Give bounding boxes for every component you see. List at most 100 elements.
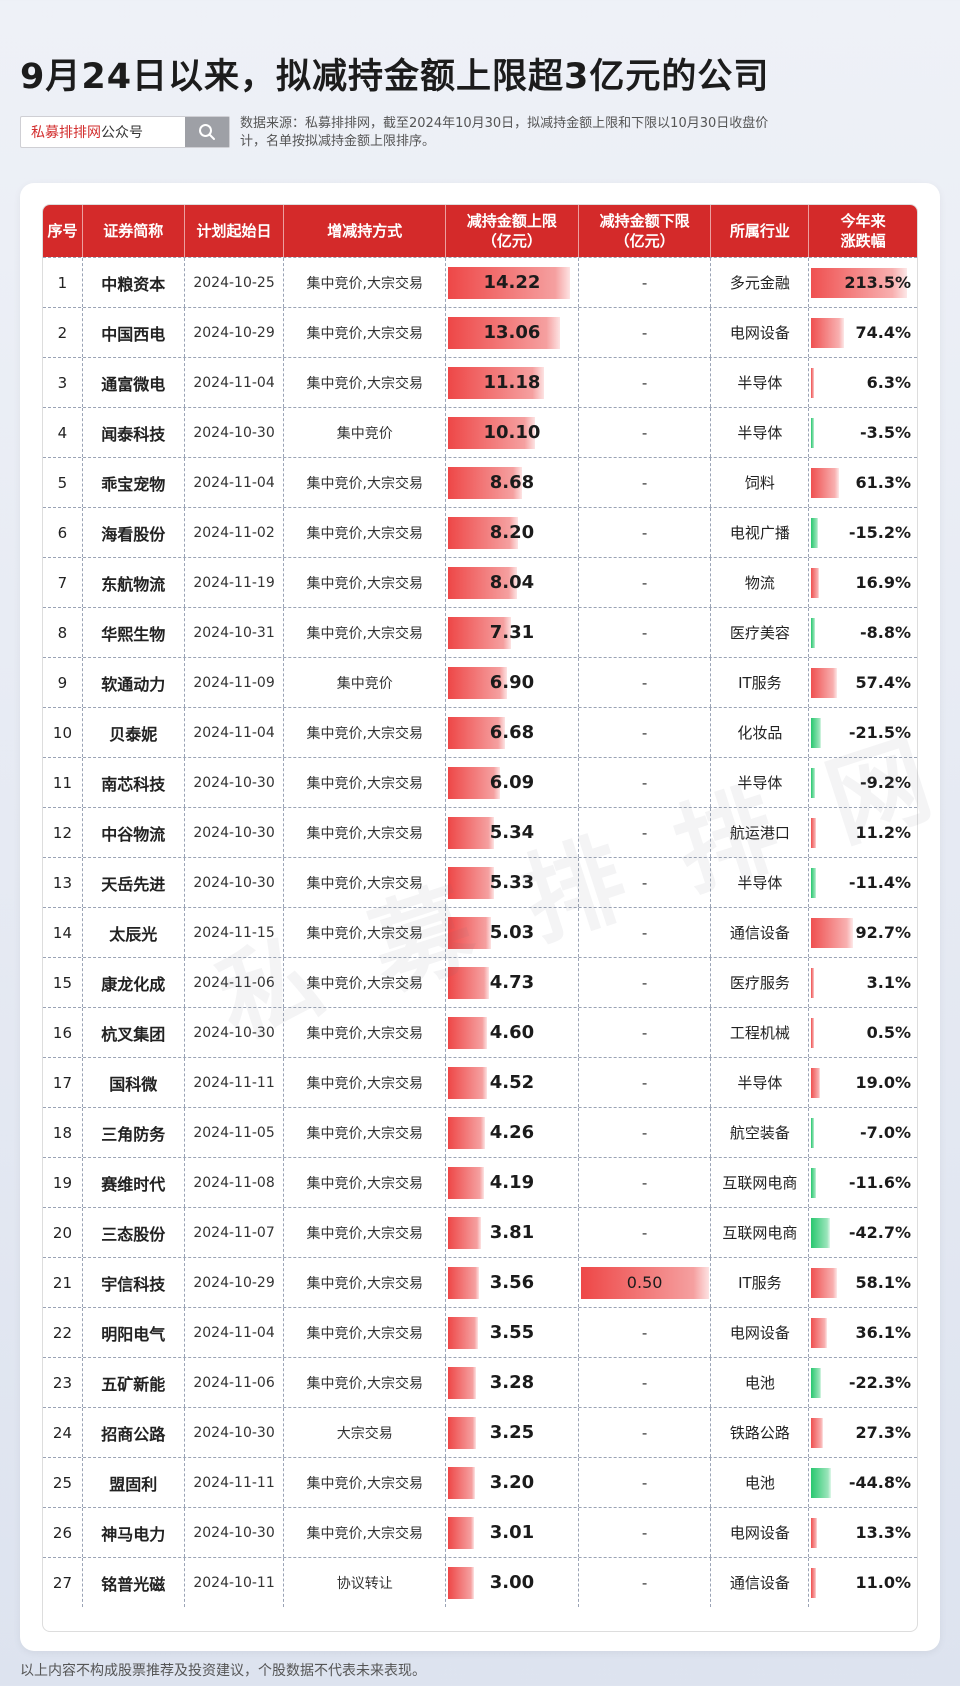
ytd-change-cell: 92.7% [809, 908, 917, 957]
ytd-change-value: 6.3% [866, 373, 911, 392]
industry: IT服务 [711, 658, 810, 707]
security-name: 明阳电气 [83, 1308, 185, 1357]
ytd-change-value: 27.3% [855, 1423, 911, 1442]
upper-amount-bar [448, 1317, 479, 1349]
upper-amount-value: 13.06 [483, 322, 541, 343]
lower-amount-value: - [641, 1023, 648, 1042]
upper-amount-bar [448, 1017, 488, 1049]
lower-amount-cell: - [579, 1558, 712, 1607]
ytd-change-bar [811, 1068, 821, 1098]
upper-amount-cell: 4.19 [446, 1158, 579, 1207]
table-card: 序号 证券简称 计划起始日 增减持方式 减持金额上限 （亿元） 减持金额下限 （… [20, 183, 940, 1651]
upper-amount-value: 6.68 [489, 722, 535, 743]
lower-amount-cell: - [579, 808, 712, 857]
upper-amount-cell: 3.81 [446, 1208, 579, 1257]
ytd-change-cell: 6.3% [809, 358, 917, 407]
row-number: 3 [43, 358, 83, 407]
industry: 半导体 [711, 758, 810, 807]
header-name: 证券简称 [83, 205, 185, 257]
ytd-change-value: -3.5% [859, 423, 911, 442]
upper-amount-bar [448, 1117, 486, 1149]
row-number: 9 [43, 658, 83, 707]
plan-start-date: 2024-10-30 [185, 808, 285, 857]
lower-amount-value: - [641, 273, 648, 292]
lower-amount-value: - [641, 873, 648, 892]
lower-amount-value: - [641, 923, 648, 942]
lower-amount-value: - [641, 623, 648, 642]
plan-start-date: 2024-11-05 [185, 1108, 285, 1157]
ytd-change-bar [811, 618, 816, 648]
plan-start-date: 2024-10-30 [185, 758, 285, 807]
industry: 电池 [711, 1458, 810, 1507]
table-row: 16 杭叉集团 2024-10-30 集中竞价,大宗交易 4.60 - 工程机械 0.5% [43, 1007, 917, 1057]
upper-amount-bar [448, 617, 512, 649]
upper-amount-cell: 3.25 [446, 1408, 579, 1457]
lower-amount-value: - [641, 773, 648, 792]
security-name: 三态股份 [83, 1208, 185, 1257]
row-number: 15 [43, 958, 83, 1007]
upper-amount-bar [448, 1567, 475, 1599]
lower-amount-bar [580, 1267, 709, 1299]
upper-amount-cell: 8.04 [446, 558, 579, 607]
ytd-change-bar [811, 468, 840, 498]
ytd-change-cell: -3.5% [809, 408, 917, 457]
row-number: 18 [43, 1108, 83, 1157]
ytd-change-value: -44.8% [848, 1473, 911, 1492]
ytd-change-bar [811, 1318, 828, 1348]
industry: 医疗美容 [711, 608, 810, 657]
row-number: 24 [43, 1408, 83, 1457]
ytd-change-value: 0.5% [866, 1023, 911, 1042]
search-button[interactable] [185, 117, 229, 147]
ytd-change-bar [811, 368, 815, 398]
lower-amount-value: - [641, 573, 648, 592]
table-row: 9 软通动力 2024-11-09 集中竞价 6.90 - IT服务 57.4% [43, 657, 917, 707]
header-lower: 减持金额下限 （亿元） [579, 205, 712, 257]
plan-start-date: 2024-11-04 [185, 358, 285, 407]
industry: 物流 [711, 558, 810, 607]
upper-amount-value: 6.09 [489, 772, 535, 793]
ytd-change-value: -42.7% [848, 1223, 911, 1242]
upper-amount-cell: 5.33 [446, 858, 579, 907]
lower-amount-cell: - [579, 1508, 712, 1557]
table-row: 3 通富微电 2024-11-04 集中竞价,大宗交易 11.18 - 半导体 6.3% [43, 357, 917, 407]
lower-amount-cell: - [579, 708, 712, 757]
upper-amount-value: 6.90 [489, 672, 535, 693]
table-row: 17 国科微 2024-11-11 集中竞价,大宗交易 4.52 - 半导体 19.0% [43, 1057, 917, 1107]
upper-amount-bar [448, 567, 518, 599]
ytd-change-value: 213.5% [844, 273, 911, 292]
row-number: 8 [43, 608, 83, 657]
ytd-change-cell: -9.2% [809, 758, 917, 807]
header-date: 计划起始日 [185, 205, 285, 257]
reduction-method: 集中竞价,大宗交易 [284, 558, 447, 607]
plan-start-date: 2024-11-04 [185, 708, 285, 757]
row-number: 23 [43, 1358, 83, 1407]
ytd-change-value: 11.2% [855, 823, 911, 842]
reduction-method: 集中竞价,大宗交易 [284, 908, 447, 957]
ytd-change-bar [811, 1368, 822, 1398]
lower-amount-value: - [641, 1123, 648, 1142]
row-number: 25 [43, 1458, 83, 1507]
reduction-method: 集中竞价 [284, 658, 447, 707]
upper-amount-cell: 4.26 [446, 1108, 579, 1157]
lower-amount-cell: - [579, 358, 712, 407]
upper-amount-bar [448, 1467, 476, 1499]
reduction-method: 集中竞价,大宗交易 [284, 458, 447, 507]
header-industry: 所属行业 [711, 205, 810, 257]
lower-amount-value: - [641, 1423, 648, 1442]
reduction-method: 集中竞价,大宗交易 [284, 258, 447, 307]
table-row: 1 中粮资本 2024-10-25 集中竞价,大宗交易 14.22 - 多元金融 213.5% [43, 257, 917, 307]
plan-start-date: 2024-11-06 [185, 958, 285, 1007]
search-box[interactable]: 私募排排网 公众号 [20, 116, 230, 148]
industry: 通信设备 [711, 908, 810, 957]
lower-amount-cell: - [579, 608, 712, 657]
reduction-method: 集中竞价,大宗交易 [284, 858, 447, 907]
lower-amount-value: - [641, 1373, 648, 1392]
reduction-method: 集中竞价,大宗交易 [284, 1508, 447, 1557]
table-row: 11 南芯科技 2024-10-30 集中竞价,大宗交易 6.09 - 半导体 -9.2% [43, 757, 917, 807]
ytd-change-bar [811, 968, 815, 998]
lower-amount-value: - [641, 523, 648, 542]
plan-start-date: 2024-10-30 [185, 1408, 285, 1457]
industry: 半导体 [711, 1058, 810, 1107]
security-name: 软通动力 [83, 658, 185, 707]
lower-amount-value: - [641, 673, 648, 692]
